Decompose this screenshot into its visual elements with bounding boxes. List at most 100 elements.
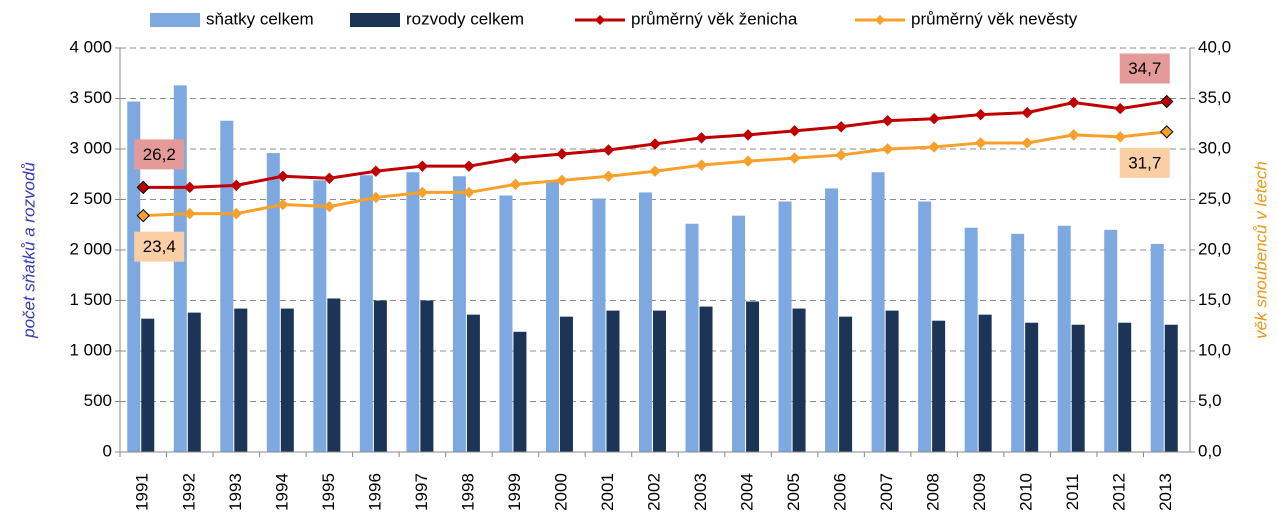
x-tick-label: 2000 bbox=[551, 473, 570, 511]
bar bbox=[1118, 322, 1132, 452]
x-tick-label: 1998 bbox=[458, 473, 477, 511]
bar bbox=[1025, 322, 1039, 452]
y-tick-label: 2 000 bbox=[69, 239, 112, 258]
bar bbox=[932, 320, 946, 452]
bar bbox=[266, 153, 280, 453]
bar bbox=[839, 316, 853, 452]
marker bbox=[463, 160, 475, 172]
marker bbox=[136, 208, 150, 223]
bar bbox=[452, 176, 466, 452]
marker bbox=[695, 159, 708, 171]
label-bg bbox=[1119, 53, 1170, 84]
legend-label: průměrný věk nevěsty bbox=[911, 9, 1078, 28]
marker bbox=[1067, 129, 1080, 141]
marker bbox=[835, 121, 847, 133]
marker bbox=[742, 155, 754, 167]
bar bbox=[173, 85, 187, 453]
legend-marker bbox=[875, 15, 885, 25]
marker bbox=[463, 186, 475, 199]
marker bbox=[649, 165, 661, 177]
marker bbox=[1160, 94, 1174, 109]
x-tick-label: 2002 bbox=[644, 473, 663, 511]
bar bbox=[592, 198, 606, 452]
bar bbox=[280, 308, 294, 452]
bar bbox=[220, 120, 234, 452]
y2-tick-label: 35,0 bbox=[1198, 88, 1231, 107]
bar bbox=[639, 192, 652, 452]
marker bbox=[788, 125, 801, 137]
x-tick-label: 2006 bbox=[831, 473, 850, 511]
x-tick-label: 1997 bbox=[412, 473, 431, 511]
bar bbox=[127, 101, 141, 452]
marker bbox=[881, 143, 894, 155]
bar bbox=[513, 331, 527, 452]
bar bbox=[327, 298, 341, 452]
marker bbox=[1114, 131, 1126, 143]
x-tick-label: 1993 bbox=[226, 473, 245, 511]
bar bbox=[559, 316, 573, 452]
x-tick-label: 1995 bbox=[319, 473, 338, 511]
marker bbox=[136, 180, 150, 195]
bar bbox=[918, 201, 932, 452]
legend-marker bbox=[595, 15, 605, 25]
marker bbox=[1021, 137, 1033, 149]
bar bbox=[187, 312, 201, 452]
bar bbox=[234, 308, 248, 452]
bar bbox=[406, 172, 420, 453]
bar bbox=[373, 300, 387, 452]
y2-tick-label: 20,0 bbox=[1198, 239, 1231, 258]
bar bbox=[1104, 229, 1118, 452]
data-label: 23,4 bbox=[143, 237, 176, 256]
x-tick-label: 1992 bbox=[179, 473, 198, 511]
bar bbox=[685, 223, 699, 452]
x-tick-label: 1994 bbox=[272, 473, 291, 511]
y-tick-label: 2 500 bbox=[69, 189, 112, 208]
x-tick-label: 2001 bbox=[598, 473, 617, 511]
bar bbox=[1164, 324, 1178, 452]
y2-tick-label: 25,0 bbox=[1198, 189, 1231, 208]
legend-label: sňatky celkem bbox=[206, 9, 314, 28]
marker bbox=[416, 186, 429, 199]
marker bbox=[184, 207, 196, 220]
legend-swatch bbox=[150, 13, 200, 27]
label-bg bbox=[1119, 147, 1170, 178]
x-tick-label: 2008 bbox=[924, 473, 943, 511]
bar bbox=[653, 310, 666, 452]
y-tick-label: 500 bbox=[84, 391, 112, 410]
bar bbox=[1071, 324, 1085, 452]
marker bbox=[556, 174, 568, 187]
x-tick-label: 2003 bbox=[691, 473, 710, 511]
marker bbox=[277, 170, 289, 182]
x-tick-label: 2009 bbox=[970, 473, 989, 511]
label-bg bbox=[134, 139, 185, 170]
legend-label: průměrný věk ženicha bbox=[631, 9, 798, 28]
x-tick-label: 2005 bbox=[784, 473, 803, 511]
bar bbox=[732, 215, 746, 452]
marker bbox=[509, 178, 522, 191]
y-axis-label: počet sňatků a rozvodů bbox=[19, 162, 38, 339]
data-label: 26,2 bbox=[143, 145, 176, 164]
bar bbox=[1057, 225, 1071, 452]
marker bbox=[277, 198, 289, 211]
marker bbox=[602, 170, 615, 182]
y-tick-label: 1 000 bbox=[69, 340, 112, 359]
marker bbox=[416, 160, 429, 172]
marker bbox=[1021, 106, 1033, 119]
marker bbox=[928, 112, 940, 125]
bar bbox=[792, 308, 806, 452]
x-tick-label: 1991 bbox=[133, 473, 152, 511]
y2-tick-label: 5,0 bbox=[1198, 391, 1222, 410]
marker bbox=[509, 152, 522, 164]
x-tick-label: 2004 bbox=[738, 473, 757, 511]
y-tick-label: 3 000 bbox=[69, 138, 112, 157]
marker bbox=[1114, 102, 1126, 115]
bar bbox=[964, 227, 978, 452]
y2-tick-label: 15,0 bbox=[1198, 290, 1231, 309]
bar bbox=[420, 300, 434, 452]
bar bbox=[1150, 243, 1164, 452]
y-tick-label: 3 500 bbox=[69, 88, 112, 107]
y-tick-label: 4 000 bbox=[69, 37, 112, 56]
marker bbox=[928, 141, 940, 153]
legend-label: rozvody celkem bbox=[406, 9, 524, 28]
